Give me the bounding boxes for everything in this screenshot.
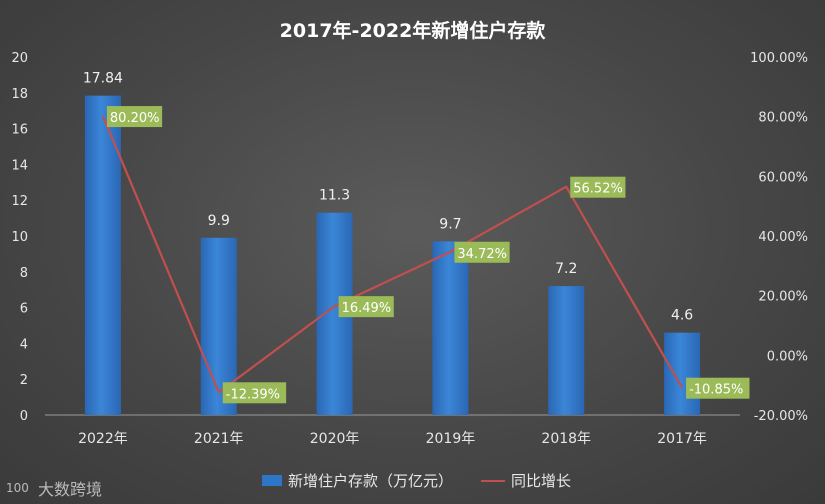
right-axis: -20.00% 0.00% 20.00% 40.00% 60.00% 80.00% 100.… — [750, 51, 808, 424]
legend-line-swatch — [481, 479, 506, 482]
growth-line — [101, 115, 684, 394]
legend-bar-swatch — [262, 475, 282, 486]
growth-data-label: 80.20% — [110, 111, 160, 126]
growth-data-labels: 80.20% -12.39% 16.49% 34.72% 56.52% -10.85% — [106, 106, 750, 404]
growth-data-label: -12.39% — [226, 387, 280, 402]
right-axis-tick-label: 60.00% — [758, 170, 808, 185]
legend-line-label: 同比增长 — [511, 472, 572, 490]
growth-data-label: 16.49% — [342, 301, 392, 316]
bar-data-label: 17.84 — [83, 71, 123, 87]
right-axis-tick-label: 80.00% — [758, 111, 808, 126]
x-axis-tick-label: 2022年 — [78, 431, 128, 447]
bar-data-label: 7.2 — [555, 261, 577, 277]
right-axis-tick-label: 0.00% — [767, 349, 808, 364]
x-axis-tick-label: 2017年 — [657, 431, 707, 447]
growth-data-label: -10.85% — [689, 383, 743, 398]
bar — [548, 286, 585, 415]
watermark-text: 大数跨境 — [38, 480, 103, 499]
left-axis-tick-label: 20 — [11, 51, 28, 66]
growth-data-label-box — [106, 106, 163, 128]
bar-data-label: 9.9 — [208, 213, 230, 229]
left-axis-tick-label: 0 — [20, 409, 28, 424]
bar-data-label: 9.7 — [439, 216, 461, 232]
legend-bar-label: 新增住户存款（万亿元） — [288, 472, 454, 490]
x-axis-tick-label: 2020年 — [310, 431, 360, 447]
growth-data-label: 34.72% — [457, 247, 507, 262]
right-axis-tick-label: 20.00% — [758, 290, 808, 305]
growth-data-label-box — [222, 382, 287, 404]
left-axis-tick-label: 18 — [11, 87, 28, 102]
left-axis-tick-label: 12 — [11, 194, 28, 209]
growth-data-label-box — [338, 296, 394, 318]
growth-line-series — [101, 115, 684, 394]
chart-title: 2017年-2022年新增住户存款 — [279, 20, 546, 42]
bar — [432, 241, 469, 415]
bar-data-label: 4.6 — [671, 308, 693, 324]
bar-series — [84, 95, 701, 415]
left-axis-tick-label: 4 — [20, 337, 28, 352]
watermark: 100 大数跨境 — [6, 476, 102, 500]
bar-data-labels: 17.84 9.9 11.3 9.7 7.2 4.6 — [83, 71, 693, 324]
left-axis-tick-label: 16 — [11, 123, 28, 138]
x-axis-tick-label: 2018年 — [541, 431, 591, 447]
left-axis-tick-label: 14 — [11, 158, 28, 173]
right-axis-tick-label: 100.00% — [750, 51, 808, 66]
x-axis: 2022年 2021年 2020年 2019年 2018年 2017年 — [45, 414, 740, 447]
x-axis-tick-label: 2021年 — [194, 431, 244, 447]
left-axis-tick-label: 6 — [20, 302, 28, 317]
left-axis-tick-label: 10 — [11, 230, 28, 245]
left-axis: 0 2 4 6 8 10 12 14 16 18 20 — [11, 51, 28, 424]
x-axis-tick-label: 2019年 — [426, 431, 476, 447]
watermark-logo-icon: 100 — [6, 481, 29, 495]
left-axis-tick-label: 2 — [20, 373, 28, 388]
bar — [664, 332, 701, 415]
bar — [84, 95, 121, 415]
growth-data-label-box — [686, 377, 750, 399]
bar-data-label: 11.3 — [319, 188, 350, 204]
left-axis-tick-label: 8 — [20, 266, 28, 281]
legend: 新增住户存款（万亿元） 同比增长 — [262, 470, 571, 491]
growth-data-label-box — [570, 176, 626, 198]
growth-data-label: 56.52% — [573, 182, 623, 197]
growth-data-label-box — [454, 241, 510, 263]
right-axis-tick-label: -20.00% — [754, 409, 808, 424]
right-axis-tick-label: 40.00% — [758, 230, 808, 245]
